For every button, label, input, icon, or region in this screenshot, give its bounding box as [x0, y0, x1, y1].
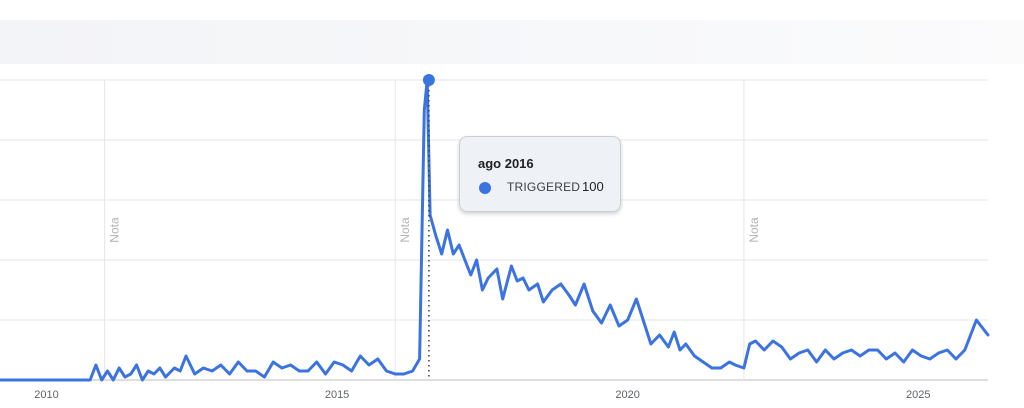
series-line-triggered [0, 78, 990, 382]
hover-point[interactable] [422, 74, 435, 86]
x-tick-label: 2020 [615, 389, 639, 401]
note-label: Nota [747, 217, 761, 243]
chart-tooltip: ago 2016 TRIGGERED 100 [459, 136, 621, 212]
gridlines [0, 79, 988, 381]
tooltip-series-name: TRIGGERED [507, 180, 581, 194]
note-label: Nota [108, 217, 122, 243]
x-axis-ticks: 2010 2015 2020 2025 [34, 389, 930, 401]
series-layer [0, 78, 990, 382]
note-label: Nota [398, 217, 412, 243]
x-tick-label: 2015 [325, 389, 349, 401]
tooltip-date: ago 2016 [478, 156, 534, 171]
note-markers: Nota Nota Nota [104, 80, 761, 380]
tooltip-value: 100 [582, 179, 604, 194]
tooltip-series-dot [479, 182, 491, 194]
x-tick-label: 2010 [34, 389, 58, 401]
x-tick-label: 2025 [906, 389, 930, 401]
header-band [0, 20, 1024, 64]
hover-layer [422, 74, 435, 380]
